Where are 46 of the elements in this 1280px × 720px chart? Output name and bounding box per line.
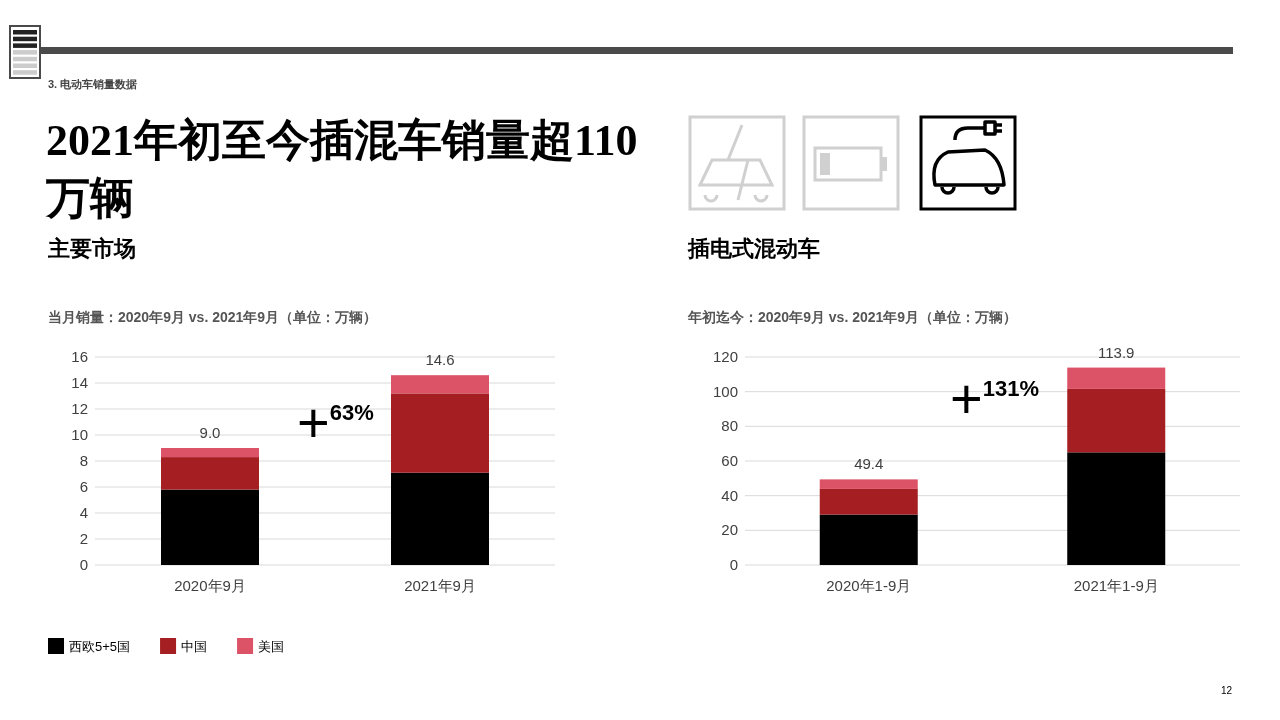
total-label: 9.0 [199, 424, 221, 441]
legend-label: 中国 [181, 639, 208, 654]
y-tick-label: 4 [79, 504, 88, 521]
bar [1067, 367, 1166, 389]
total-label: 49.4 [854, 455, 884, 473]
bar [819, 488, 918, 515]
text: 12 [1220, 685, 1233, 696]
x-tick-label: 2021年9月 [404, 577, 476, 594]
y-tick-label: 16 [71, 348, 88, 365]
bar [161, 457, 259, 490]
bar [391, 375, 489, 394]
total-label: 14.6 [425, 351, 455, 369]
y-tick-label: 40 [721, 486, 738, 504]
y-tick-label: 100 [712, 382, 738, 400]
x-tick-label: 2020年9月 [174, 577, 246, 594]
bar [1067, 388, 1166, 453]
chart-subtitle: 年初迄今：2020年9月 vs. 2021年9月（单位：万辆） [687, 309, 1018, 325]
y-tick-label: 80 [721, 417, 738, 435]
text: 2021年初至今插混车销量超110万辆 [46, 115, 639, 225]
y-tick-label: 8 [79, 452, 88, 469]
y-tick-label: 14 [71, 374, 88, 391]
bar [391, 393, 489, 473]
bar [391, 472, 489, 565]
y-tick-label: 20 [721, 521, 738, 539]
bar [161, 448, 259, 458]
legend-label: 美国 [258, 639, 285, 654]
y-tick-label: 12 [71, 400, 88, 417]
y-tick-label: 60 [721, 452, 738, 469]
bar [819, 479, 918, 489]
x-tick-label: 2021年1-9月 [1073, 577, 1159, 594]
y-tick-label: 0 [79, 556, 88, 573]
legend-label: 西欧5+5国 [69, 639, 131, 654]
bar [1067, 452, 1166, 565]
y-tick-label: 6 [79, 478, 88, 495]
x-tick-label: 2020年1-9月 [826, 577, 912, 594]
total-label: 113.9 [1098, 343, 1135, 361]
y-tick-label: 2 [79, 530, 88, 547]
y-tick-label: 10 [71, 426, 88, 443]
chart-subtitle: 当月销量：2020年9月 vs. 2021年9月（单位：万辆） [48, 309, 378, 325]
text: 3. 电动车销量数据 [48, 78, 138, 90]
y-tick-label: 0 [729, 556, 738, 573]
chart-title: 主要市场 [47, 236, 136, 261]
bar [161, 489, 259, 565]
bar [819, 514, 918, 565]
y-tick-label: 120 [712, 348, 738, 365]
chart-title: 插电式混动车 [687, 236, 820, 261]
